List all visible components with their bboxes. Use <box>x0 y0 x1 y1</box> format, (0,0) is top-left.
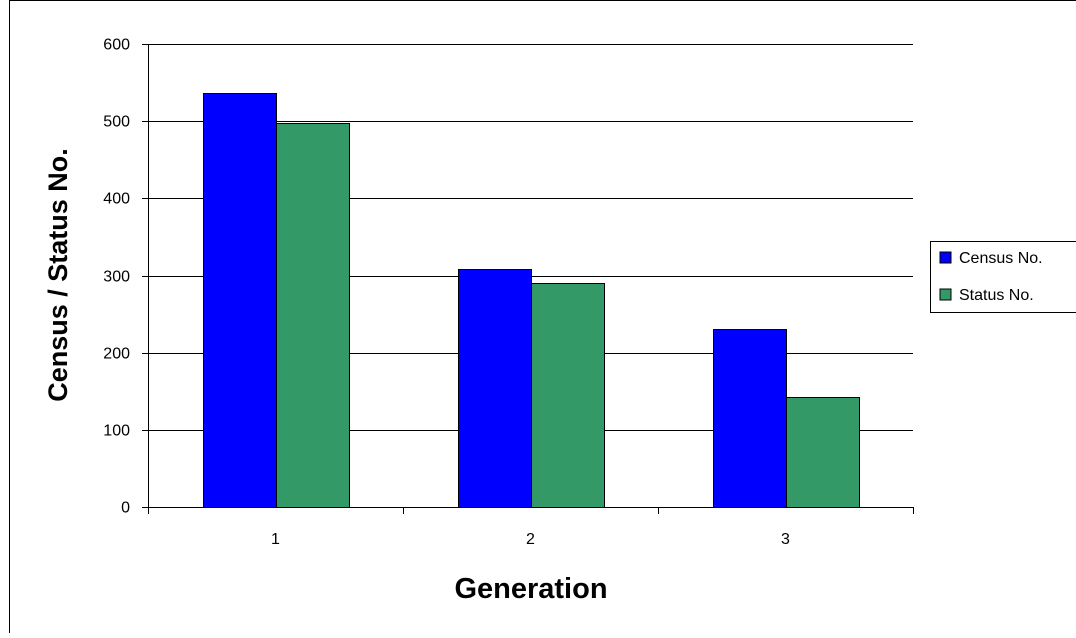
y-tick-label: 300 <box>103 269 130 286</box>
y-tick-label: 400 <box>103 191 130 208</box>
bar-status-no-gen-2 <box>532 284 605 508</box>
bar-status-no-gen-3 <box>787 398 860 508</box>
legend-swatch-census <box>940 252 951 263</box>
bar-census-no-gen-1 <box>204 94 277 508</box>
legend-label-status: Status No. <box>959 287 1034 304</box>
x-tick-label: 2 <box>526 531 535 548</box>
legend-swatch-status <box>940 289 951 300</box>
bar-census-no-gen-3 <box>714 330 787 508</box>
y-tick-label: 600 <box>103 37 130 54</box>
legend: Census No. Status No. <box>931 242 1076 313</box>
y-tick-label: 200 <box>103 346 130 363</box>
y-axis-label: Census / Status No. <box>43 148 73 402</box>
x-tick-label: 1 <box>271 531 280 548</box>
y-tick-label: 500 <box>103 114 130 131</box>
bar-status-no-gen-1 <box>277 124 350 508</box>
bar-census-no-gen-2 <box>459 270 532 508</box>
x-axis-label: Generation <box>454 573 607 605</box>
x-tick-label: 3 <box>781 531 790 548</box>
y-tick-label: 0 <box>121 500 130 517</box>
legend-label-census: Census No. <box>959 250 1043 267</box>
y-tick-label: 100 <box>103 423 130 440</box>
